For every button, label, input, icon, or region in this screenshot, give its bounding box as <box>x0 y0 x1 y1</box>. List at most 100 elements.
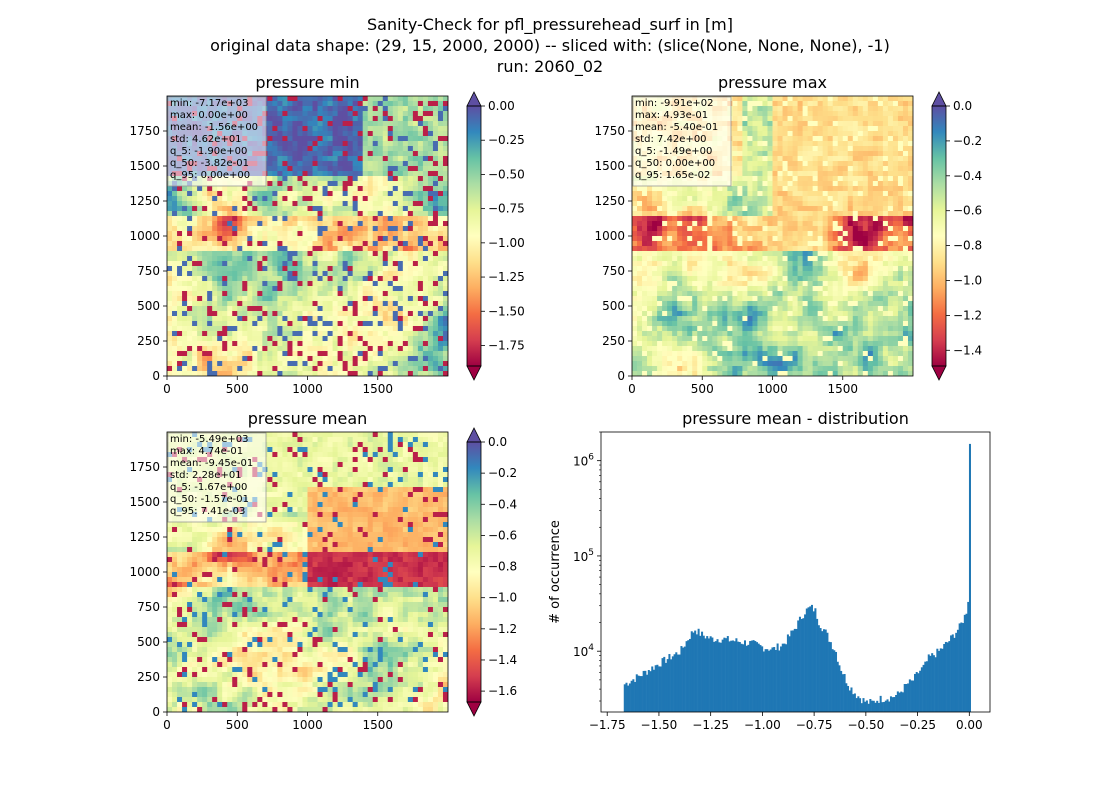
heatmap-cell <box>762 161 768 167</box>
heatmap-cell <box>397 371 404 376</box>
heatmap-cell <box>752 171 758 177</box>
heatmap-cell <box>712 216 718 222</box>
heatmap-cell <box>852 126 859 132</box>
heatmap-cell <box>297 276 303 282</box>
heatmap-cell <box>432 276 439 282</box>
heatmap-cell <box>417 271 424 277</box>
heatmap-cell <box>267 236 273 242</box>
heatmap-cell <box>197 326 203 332</box>
heatmap-cell <box>272 156 278 162</box>
heatmap-cell <box>742 211 748 217</box>
heatmap-cell <box>302 346 308 352</box>
heatmap-cell <box>787 181 793 187</box>
heatmap-cell <box>767 126 773 132</box>
heatmap-cell <box>717 241 723 247</box>
heatmap-cell <box>362 196 369 202</box>
heatmap-cell <box>357 366 364 372</box>
heatmap-cell <box>342 336 349 342</box>
heatmap-cell <box>692 206 698 212</box>
heatmap-cell <box>387 231 394 237</box>
heatmap-cell <box>312 106 318 112</box>
heatmap-cell <box>907 246 913 252</box>
heatmap-cell <box>337 291 344 297</box>
heatmap-cell <box>427 176 434 182</box>
heatmap-cell <box>412 321 419 327</box>
heatmap-cell <box>402 166 409 172</box>
heatmap-cell <box>412 336 419 342</box>
heatmap-cell <box>702 196 708 202</box>
heatmap-cell <box>772 136 778 142</box>
heatmap-cell <box>227 221 233 227</box>
heatmap-cell <box>817 246 824 252</box>
heatmap-cell <box>392 116 399 122</box>
heatmap-cell <box>337 116 344 122</box>
heatmap-cell <box>882 221 889 227</box>
heatmap-cell <box>247 201 253 207</box>
heatmap-cell <box>822 146 829 152</box>
heatmap-cell <box>432 181 439 187</box>
heatmap-cell <box>187 341 193 347</box>
heatmap-cell <box>817 216 824 222</box>
heatmap-cell <box>422 361 429 367</box>
heatmap-cell <box>817 101 824 107</box>
heatmap-cell <box>407 206 414 212</box>
heatmap-cell <box>292 191 298 197</box>
heatmap-cell <box>787 226 793 232</box>
heatmap-cell <box>297 361 303 367</box>
heatmap-cell <box>437 211 444 217</box>
heatmap-cell <box>367 331 374 337</box>
heatmap-cell <box>417 146 424 152</box>
heatmap-cell <box>302 191 308 197</box>
heatmap-cell <box>352 141 359 147</box>
heatmap-cell <box>347 331 354 337</box>
heatmap-cell <box>902 131 909 137</box>
heatmap-cell <box>897 196 904 202</box>
heatmap-cell <box>687 221 693 227</box>
heatmap-cell <box>367 201 374 207</box>
heatmap-cell <box>412 211 419 217</box>
heatmap-cell <box>392 231 399 237</box>
heatmap-cell <box>412 196 419 202</box>
heatmap-cell <box>682 206 688 212</box>
heatmap-cell <box>242 356 248 362</box>
heatmap-cell <box>422 191 429 197</box>
heatmap-cell <box>232 346 238 352</box>
heatmap-cell <box>852 216 859 222</box>
heatmap-cell <box>427 286 434 292</box>
heatmap-cell <box>352 166 359 172</box>
heatmap-cell <box>732 171 738 177</box>
heatmap-cell <box>267 271 273 277</box>
heatmap-cell <box>882 136 889 142</box>
heatmap-cell <box>207 226 213 232</box>
heatmap-cell <box>192 256 198 262</box>
heatmap-cell <box>312 196 318 202</box>
heatmap-cell <box>857 171 864 177</box>
heatmap-cell <box>392 136 399 142</box>
heatmap-cell <box>337 251 344 257</box>
heatmap-cell <box>717 231 723 237</box>
heatmap-cell <box>197 226 203 232</box>
heatmap-cell <box>247 346 253 352</box>
heatmap-cell <box>237 286 243 292</box>
heatmap-cell <box>342 266 349 272</box>
heatmap-cell <box>737 116 743 122</box>
heatmap-cell <box>697 196 703 202</box>
heatmap-cell <box>357 311 364 317</box>
heatmap-cell <box>332 251 339 257</box>
heatmap-cell <box>327 321 333 327</box>
heatmap-cell <box>242 201 248 207</box>
heatmap-cell <box>372 331 379 337</box>
heatmap-cell <box>217 241 223 247</box>
heatmap-cell <box>657 211 663 217</box>
heatmap-cell <box>432 306 439 312</box>
heatmap-cell <box>892 211 899 217</box>
heatmap-cell <box>172 186 178 192</box>
heatmap-cell <box>227 321 233 327</box>
heatmap-cell <box>662 201 668 207</box>
heatmap-cell <box>827 196 834 202</box>
heatmap-cell <box>232 311 238 317</box>
heatmap-cell <box>377 221 384 227</box>
heatmap-cell <box>837 191 844 197</box>
heatmap-cell <box>337 141 344 147</box>
